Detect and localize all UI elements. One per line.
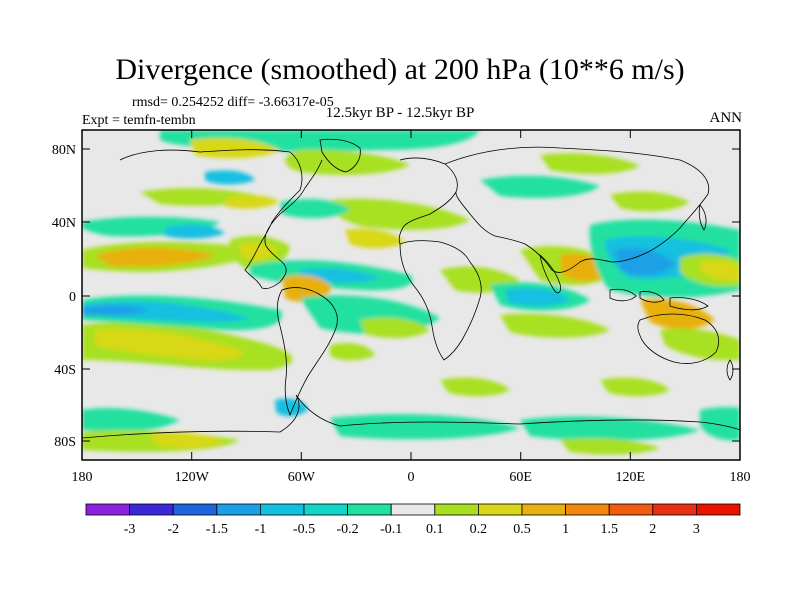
colorbar-swatch bbox=[521, 503, 566, 516]
colorbar-label: 0.1 bbox=[426, 522, 444, 537]
contour-region bbox=[282, 275, 332, 303]
colorbar-swatch bbox=[390, 503, 436, 516]
colorbar-swatch bbox=[216, 503, 261, 516]
colorbar-swatch bbox=[259, 503, 305, 516]
contour-region bbox=[280, 199, 350, 219]
coastlines bbox=[82, 138, 740, 439]
colorbar-label: -3 bbox=[124, 522, 136, 537]
contour-region bbox=[285, 149, 410, 176]
colorbar-swatch bbox=[696, 503, 741, 516]
contour-region bbox=[700, 407, 740, 441]
stats-line: rmsd= 0.254252 diff= -3.66317e-05 bbox=[132, 95, 334, 110]
lon-tick-label: 180 bbox=[72, 470, 93, 485]
colorbar-label: 0.5 bbox=[513, 522, 531, 537]
chart-title: Divergence (smoothed) at 200 hPa (10**6 … bbox=[115, 53, 685, 86]
lat-tick-label: 80S bbox=[54, 435, 76, 450]
contour-region bbox=[82, 408, 180, 432]
contour-region bbox=[330, 414, 520, 440]
season-label: ANN bbox=[709, 110, 743, 126]
colorbar-label: 0.2 bbox=[470, 522, 488, 537]
contour-region bbox=[480, 175, 600, 198]
contour-region bbox=[615, 248, 675, 276]
period-line: 12.5kyr BP - 12.5kyr BP bbox=[325, 105, 475, 121]
coastline-asia bbox=[444, 146, 710, 273]
coastline-australia bbox=[637, 313, 720, 364]
contour-region bbox=[540, 153, 640, 175]
colorbar-label: -0.5 bbox=[293, 522, 315, 537]
colorbar-swatch bbox=[85, 503, 130, 516]
colorbar-label: 1.5 bbox=[600, 522, 618, 537]
colorbar-swatch bbox=[565, 503, 610, 516]
contour-region bbox=[360, 317, 430, 339]
colorbar-swatch bbox=[652, 503, 697, 516]
contour-region bbox=[505, 288, 570, 307]
contour-region bbox=[330, 343, 375, 361]
colorbar-label: 1 bbox=[562, 522, 569, 537]
lon-tick-label: 60E bbox=[509, 470, 532, 485]
contour-region bbox=[610, 191, 690, 212]
coastline-india bbox=[539, 253, 561, 294]
contour-region bbox=[205, 170, 255, 185]
colorbar-swatch bbox=[172, 503, 218, 516]
lat-tick-label: 40S bbox=[54, 363, 76, 378]
lat-tick-label: 40N bbox=[52, 216, 76, 231]
lat-tick-label: 0 bbox=[69, 290, 76, 305]
coastline-africa bbox=[399, 240, 482, 361]
contour-region bbox=[190, 138, 280, 159]
contour-region bbox=[660, 328, 740, 361]
colorbar-label: -0.2 bbox=[337, 522, 359, 537]
contour-region bbox=[225, 195, 280, 209]
coastline-islands bbox=[609, 288, 709, 311]
colorbar-label: 2 bbox=[649, 522, 656, 537]
lon-tick-label: 60W bbox=[288, 470, 316, 485]
contour-region bbox=[345, 228, 405, 249]
lon-tick-label: 120E bbox=[616, 470, 646, 485]
colorbar-swatch bbox=[477, 503, 523, 516]
lon-tick-label: 180 bbox=[730, 470, 751, 485]
contour-region bbox=[440, 377, 510, 397]
coastline-greenland bbox=[319, 138, 361, 173]
colorbar-swatch bbox=[129, 503, 174, 516]
contour-region bbox=[150, 432, 225, 449]
lon-axis: 180 120W 60W 0 60E 120E 180 bbox=[72, 130, 751, 485]
contour-region bbox=[500, 313, 610, 338]
contour-region bbox=[600, 377, 670, 397]
lat-tick-label: 80N bbox=[52, 143, 76, 158]
colorbar-swatch bbox=[608, 503, 654, 516]
contour-region bbox=[520, 416, 700, 441]
contour-region bbox=[238, 242, 278, 260]
coastline-new-zealand bbox=[726, 359, 734, 381]
colorbar: -3 -2 -1.5 -1 -0.5 -0.2 -0.1 0.1 0.2 0.5 1 1.5 2 3 bbox=[85, 503, 741, 537]
colorbar-swatch bbox=[303, 503, 348, 516]
lat-axis: 80N 40N 0 40S 80S bbox=[52, 143, 740, 450]
lon-tick-label: 0 bbox=[408, 470, 415, 485]
colorbar-label: -2 bbox=[167, 522, 179, 537]
experiment-line: Expt = temfn-tembn bbox=[82, 113, 196, 128]
contour-region bbox=[95, 247, 215, 267]
coastline-antarctica bbox=[82, 394, 740, 439]
colorbar-swatch bbox=[347, 503, 392, 516]
contour-region bbox=[165, 224, 225, 239]
contour-region bbox=[560, 438, 660, 455]
colorbar-label: -0.1 bbox=[380, 522, 402, 537]
contour-region bbox=[275, 398, 308, 417]
coastline-japan bbox=[698, 204, 707, 231]
colorbar-swatch bbox=[434, 503, 479, 516]
coastline-europe bbox=[398, 157, 458, 245]
coastline-north-america bbox=[119, 149, 323, 289]
contour-region bbox=[700, 260, 740, 281]
contour-region bbox=[329, 198, 470, 230]
colorbar-label: 3 bbox=[693, 522, 700, 537]
contour-region bbox=[82, 305, 150, 316]
lon-tick-label: 120W bbox=[175, 470, 210, 485]
contour-region bbox=[95, 328, 244, 361]
map-background bbox=[82, 130, 740, 460]
colorbar-label: -1.5 bbox=[206, 522, 228, 537]
field-contours bbox=[82, 130, 740, 455]
colorbar-label: -1 bbox=[255, 522, 267, 537]
